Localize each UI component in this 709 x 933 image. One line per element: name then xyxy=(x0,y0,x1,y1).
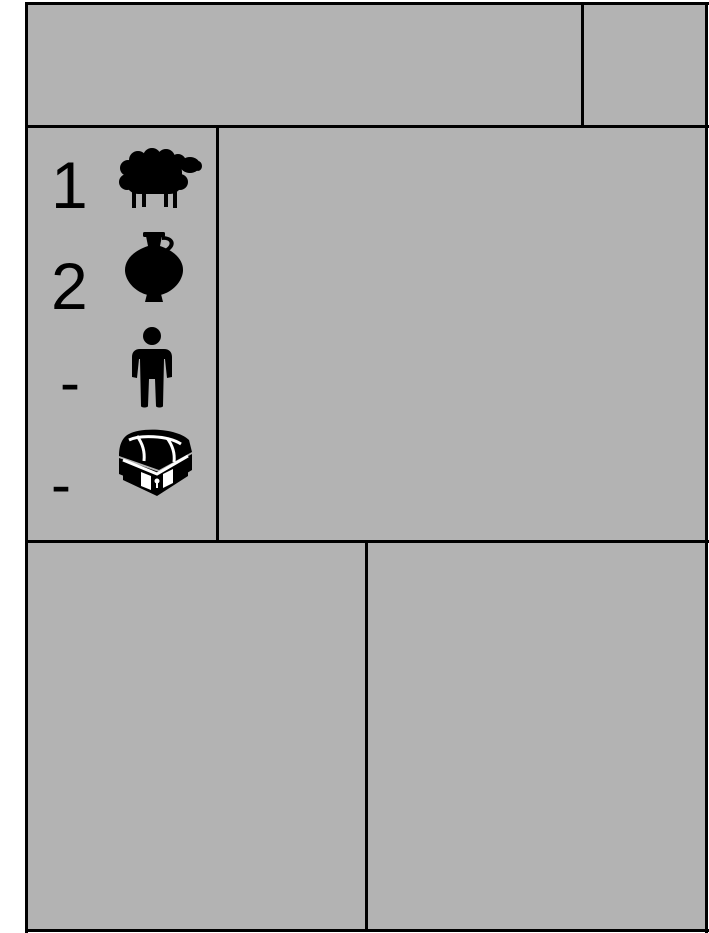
person-icon xyxy=(132,327,172,408)
divider-vertical-top xyxy=(581,2,584,128)
center-panel[interactable] xyxy=(219,128,705,540)
treasure-chest-count: - xyxy=(51,451,71,518)
outer-border-right xyxy=(705,2,708,933)
amphora-icon xyxy=(124,232,184,302)
top-left-panel[interactable] xyxy=(28,5,582,125)
divider-vertical-bottom xyxy=(365,540,368,932)
person-count: - xyxy=(60,349,80,416)
sheep-count: 1 xyxy=(51,148,88,222)
divider-horizontal-top xyxy=(25,125,709,128)
divider-vertical-middle xyxy=(216,125,219,543)
amphora-count: 2 xyxy=(51,249,88,323)
top-right-panel[interactable] xyxy=(584,5,705,125)
outer-border-top xyxy=(25,2,709,5)
treasure-chest-icon xyxy=(119,429,192,496)
sheep-icon xyxy=(119,148,202,208)
bottom-right-panel[interactable] xyxy=(368,543,705,929)
outer-border-left xyxy=(25,2,28,933)
bottom-left-panel[interactable] xyxy=(28,543,365,929)
